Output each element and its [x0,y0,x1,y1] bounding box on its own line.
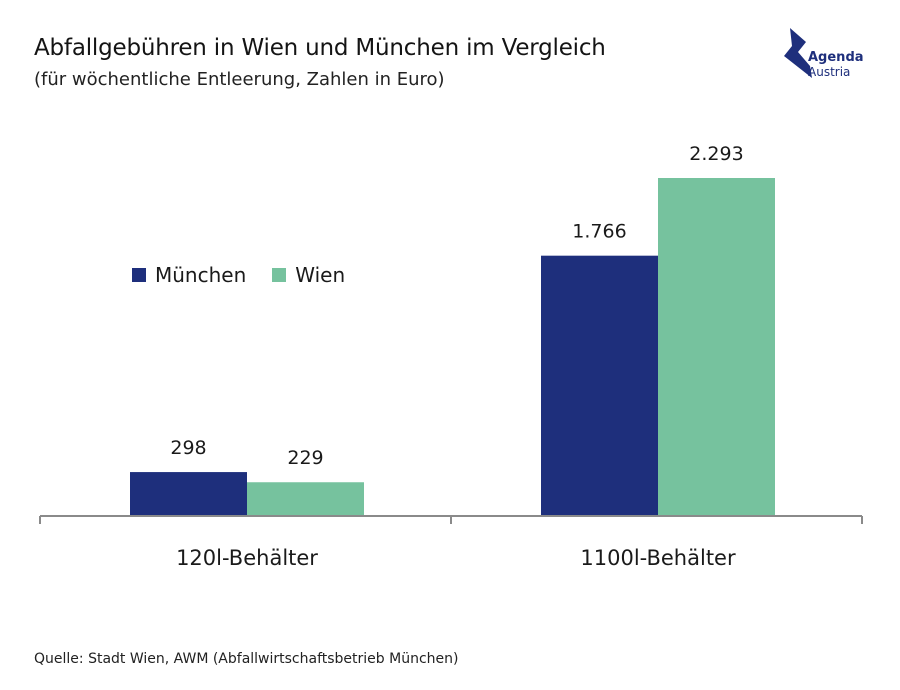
data-label-muenchen-0: 298 [170,437,206,459]
category-label-0: 120l-Behälter [176,546,318,570]
chart-subtitle: (für wöchentliche Entleerung, Zahlen in … [34,69,445,90]
bar-wien-0 [247,482,364,516]
category-label-1: 1100l-Behälter [580,546,736,570]
chart-title: Abfallgebühren in Wien und München im Ve… [34,35,606,61]
legend-label-muenchen: München [155,263,247,287]
logo-text-austria: Austria [808,65,851,79]
bar-muenchen-0 [130,472,247,516]
data-label-wien-1: 2.293 [689,143,743,165]
legend-item-wien: Wien [272,263,345,287]
data-label-wien-0: 229 [287,447,323,469]
bar-muenchen-1 [541,255,658,517]
bar-wien-1 [658,178,775,516]
legend-swatch-wien [272,268,287,282]
agenda-austria-logo-icon [784,28,812,78]
data-label-muenchen-1: 1.766 [572,221,626,243]
legend-label-wien: Wien [295,263,346,287]
legend-swatch-muenchen [132,268,146,282]
logo-text-agenda: Agenda [808,50,864,65]
legend: München Wien [132,263,345,287]
legend-item-muenchen: München [132,263,246,287]
source-note: Quelle: Stadt Wien, AWM (Abfallwirtschaf… [34,651,459,667]
